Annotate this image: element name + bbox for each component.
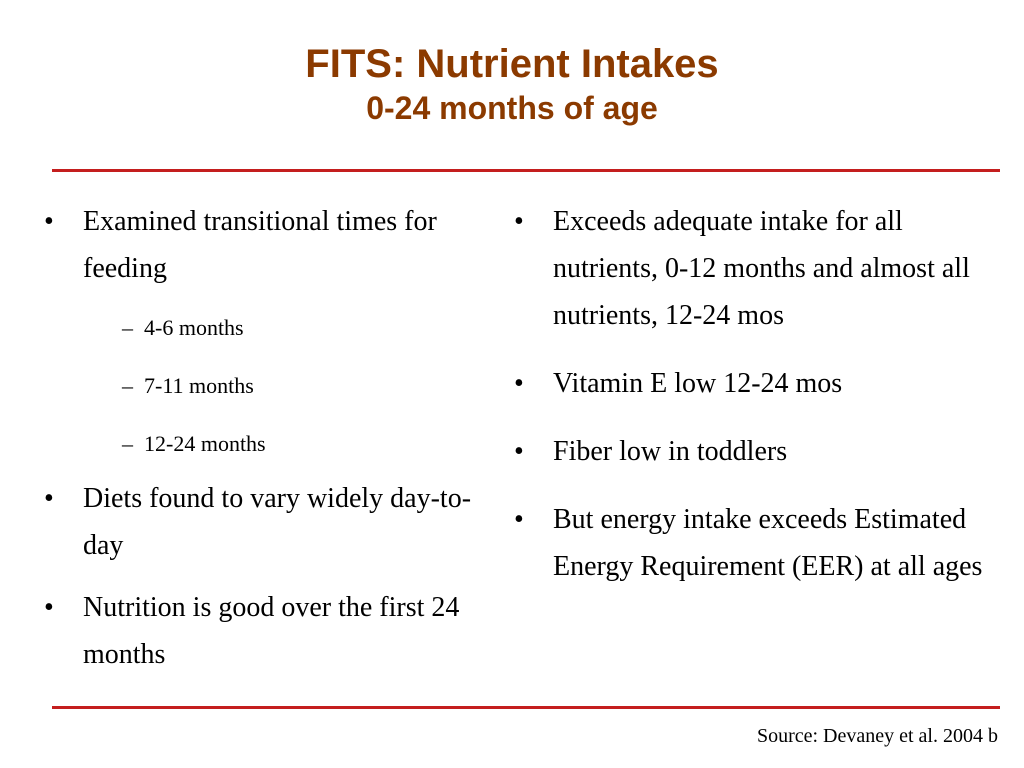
sub-list-item: – 7-11 months — [122, 370, 484, 402]
list-item: • Diets found to vary widely day-to-day — [44, 475, 484, 569]
bullet-icon: • — [514, 368, 524, 399]
sub-list-item: – 12-24 months — [122, 428, 484, 460]
bullet-text: Vitamin E low 12-24 mos — [553, 368, 843, 399]
bullet-icon: • — [514, 504, 524, 535]
bullet-text: Diets found to vary widely day-to-day — [83, 483, 472, 561]
left-bullet-list: • Examined transitional times for feedin… — [44, 198, 484, 678]
list-item: • Exceeds adequate intake for all nutrie… — [514, 198, 994, 339]
dash-icon: – — [122, 315, 133, 340]
list-item: • Examined transitional times for feedin… — [44, 198, 484, 460]
right-bullet-list: • Exceeds adequate intake for all nutrie… — [514, 198, 994, 590]
title-subtitle: 0-24 months of age — [366, 90, 658, 126]
sub-list-item: – 4-6 months — [122, 312, 484, 344]
bottom-divider — [52, 706, 1000, 709]
dash-icon: – — [122, 373, 133, 398]
bullet-icon: • — [44, 206, 54, 237]
title-main: FITS: Nutrient Intakes — [305, 42, 719, 86]
bullet-icon: • — [514, 206, 524, 237]
sub-bullet-text: 12-24 months — [144, 431, 266, 456]
top-divider — [52, 169, 1000, 172]
sub-bullet-text: 4-6 months — [144, 315, 244, 340]
bullet-text: Examined transitional times for feeding — [83, 206, 437, 284]
bullet-text: But energy intake exceeds Estimated Ener… — [553, 504, 983, 582]
list-item: • Vitamin E low 12-24 mos — [514, 360, 994, 407]
slide-title: FITS: Nutrient Intakes 0-24 months of ag… — [0, 40, 1024, 128]
sub-bullet-text: 7-11 months — [144, 373, 254, 398]
dash-icon: – — [122, 431, 133, 456]
bullet-text: Exceeds adequate intake for all nutrient… — [553, 206, 970, 331]
source-citation: Source: Devaney et al. 2004 b — [756, 725, 998, 747]
bullet-icon: • — [44, 483, 54, 514]
list-item: • Nutrition is good over the first 24 mo… — [44, 584, 484, 678]
bullet-text: Nutrition is good over the first 24 mont… — [83, 592, 460, 670]
sub-bullet-list: – 4-6 months – 7-11 months – 12-24 month… — [83, 312, 484, 460]
bullet-icon: • — [514, 436, 524, 467]
list-item: • But energy intake exceeds Estimated En… — [514, 496, 994, 590]
bullet-text: Fiber low in toddlers — [553, 436, 788, 467]
list-item: • Fiber low in toddlers — [514, 428, 994, 475]
bullet-icon: • — [44, 592, 54, 623]
